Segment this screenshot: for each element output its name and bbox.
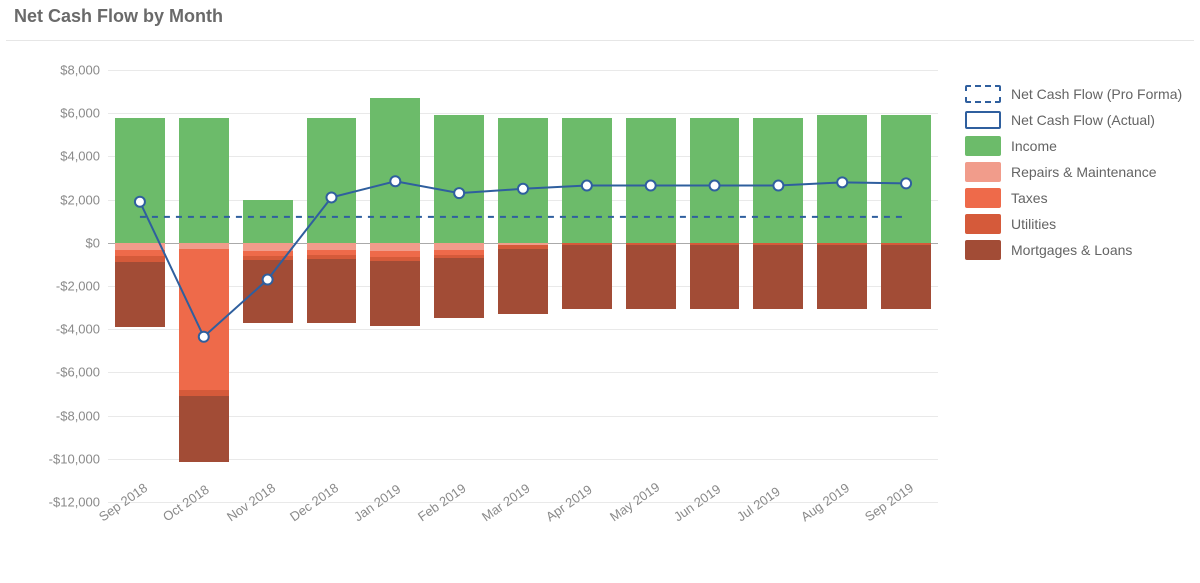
legend-item[interactable]: Income [965, 136, 1182, 156]
chart-title: Net Cash Flow by Month [14, 6, 223, 27]
plot-area: -$12,000-$10,000-$8,000-$6,000-$4,000-$2… [108, 70, 938, 502]
actual-marker [773, 181, 783, 191]
actual-marker [135, 197, 145, 207]
legend-label: Income [1011, 138, 1057, 154]
y-axis-label: $6,000 [60, 106, 100, 121]
legend-label: Taxes [1011, 190, 1048, 206]
actual-marker [582, 181, 592, 191]
y-axis-label: -$10,000 [49, 451, 100, 466]
legend-item[interactable]: Taxes [965, 188, 1182, 208]
legend-line-icon [965, 85, 1001, 103]
y-axis-label: -$4,000 [56, 322, 100, 337]
legend-swatch-icon [965, 240, 1001, 260]
y-axis-label: $0 [86, 235, 100, 250]
plot-wrap: -$12,000 -$10,000 -$8,000 -$6,000 -$4,000 -$2… [0, 44, 1200, 574]
chart-container: Net Cash Flow by Month -$12,000 -$10,000 -… [0, 0, 1200, 583]
y-axis-label: $2,000 [60, 192, 100, 207]
y-axis-label: $4,000 [60, 149, 100, 164]
legend-label: Net Cash Flow (Actual) [1011, 112, 1155, 128]
legend-swatch-icon [965, 214, 1001, 234]
actual-marker [263, 275, 273, 285]
y-axis-label: -$2,000 [56, 279, 100, 294]
actual-marker [901, 178, 911, 188]
legend-line-icon [965, 111, 1001, 129]
y-axis-label: -$6,000 [56, 365, 100, 380]
legend-item[interactable]: Mortgages & Loans [965, 240, 1182, 260]
actual-marker [518, 184, 528, 194]
legend-swatch-icon [965, 136, 1001, 156]
legend: Net Cash Flow (Pro Forma) Net Cash Flow (… [965, 84, 1182, 266]
y-axis-label: $8,000 [60, 63, 100, 78]
legend-swatch-icon [965, 162, 1001, 182]
legend-item[interactable]: Utilities [965, 214, 1182, 234]
y-axis-label: -$8,000 [56, 408, 100, 423]
line-overlay [108, 70, 938, 502]
actual-marker [199, 332, 209, 342]
actual-marker [646, 181, 656, 191]
legend-label: Repairs & Maintenance [1011, 164, 1157, 180]
legend-label: Mortgages & Loans [1011, 242, 1132, 258]
legend-item[interactable]: Net Cash Flow (Actual) [965, 110, 1182, 130]
legend-item[interactable]: Net Cash Flow (Pro Forma) [965, 84, 1182, 104]
actual-marker [326, 192, 336, 202]
legend-swatch-icon [965, 188, 1001, 208]
legend-label: Utilities [1011, 216, 1056, 232]
y-axis-label: -$12,000 [49, 495, 100, 510]
actual-marker [710, 181, 720, 191]
actual-marker [390, 176, 400, 186]
legend-label: Net Cash Flow (Pro Forma) [1011, 86, 1182, 102]
title-divider [6, 40, 1194, 41]
legend-item[interactable]: Repairs & Maintenance [965, 162, 1182, 182]
actual-line [140, 181, 906, 337]
actual-marker [837, 177, 847, 187]
actual-marker [454, 188, 464, 198]
